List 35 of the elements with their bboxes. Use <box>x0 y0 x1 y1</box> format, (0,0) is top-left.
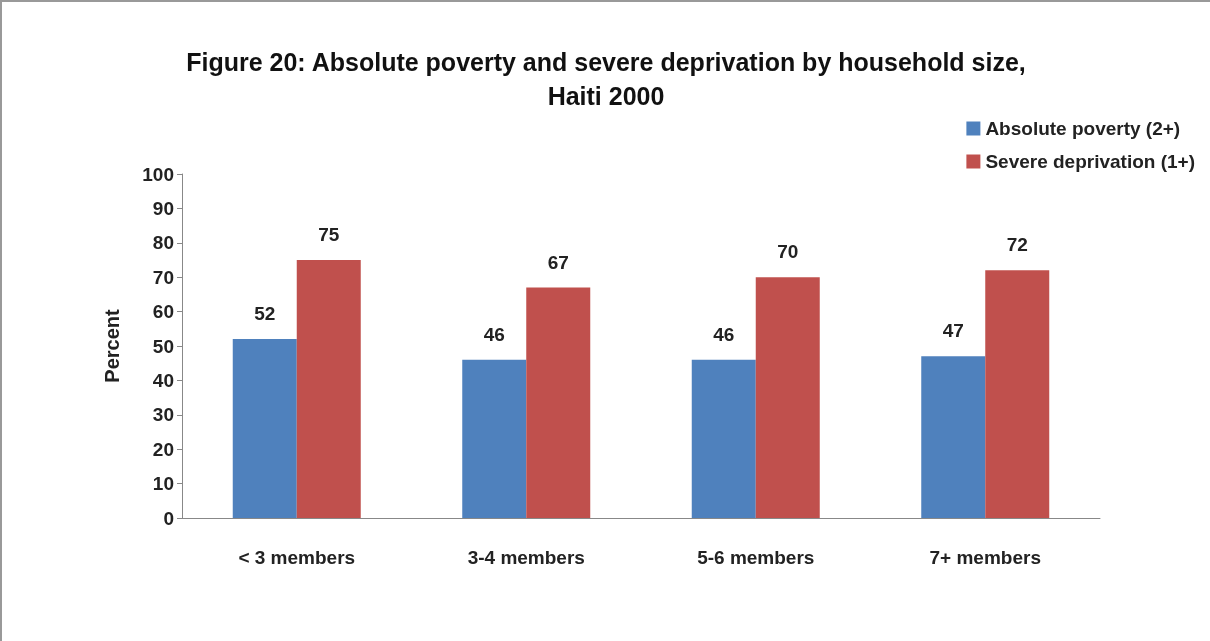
bar <box>921 356 986 518</box>
bar <box>985 270 1050 518</box>
y-axis-title: Percent <box>101 308 123 383</box>
y-tick-label: 100 <box>142 163 174 185</box>
y-tick-label: 10 <box>152 473 174 495</box>
y-tick-label: 60 <box>152 301 174 323</box>
y-tick-label: 50 <box>152 335 174 357</box>
bar <box>296 260 361 518</box>
bar <box>691 359 756 518</box>
bar <box>526 287 591 518</box>
y-tick-label: 0 <box>163 507 174 529</box>
data-label: 52 <box>254 303 276 325</box>
y-tick-label: 80 <box>152 232 174 254</box>
legend-label: Severe deprivation (1+) <box>985 151 1196 172</box>
data-label: 67 <box>547 251 569 273</box>
bar <box>462 359 527 518</box>
data-label: 47 <box>942 320 964 342</box>
x-tick-label: 5-6 members <box>697 547 815 568</box>
x-tick-label: 7+ members <box>929 547 1041 568</box>
bar <box>232 339 297 518</box>
x-tick-label: < 3 members <box>238 547 356 568</box>
y-tick-label: 30 <box>152 404 174 426</box>
data-label: 72 <box>1006 234 1028 256</box>
y-tick-label: 70 <box>152 266 174 288</box>
chart-title: Figure 20: Absolute poverty and severe deprivation by household size, Haiti 2000 <box>186 48 1026 110</box>
x-tick-label: 3-4 members <box>467 547 585 568</box>
y-tick-label: 90 <box>152 197 174 219</box>
y-tick-label: 20 <box>152 438 174 460</box>
y-tick-label: 40 <box>152 369 174 391</box>
data-label: 75 <box>318 224 340 245</box>
bar <box>755 277 820 518</box>
legend-label: Absolute poverty (2+) <box>985 118 1181 139</box>
data-label: 46 <box>483 323 505 345</box>
data-label: 46 <box>713 323 735 345</box>
data-label: 70 <box>777 241 799 263</box>
